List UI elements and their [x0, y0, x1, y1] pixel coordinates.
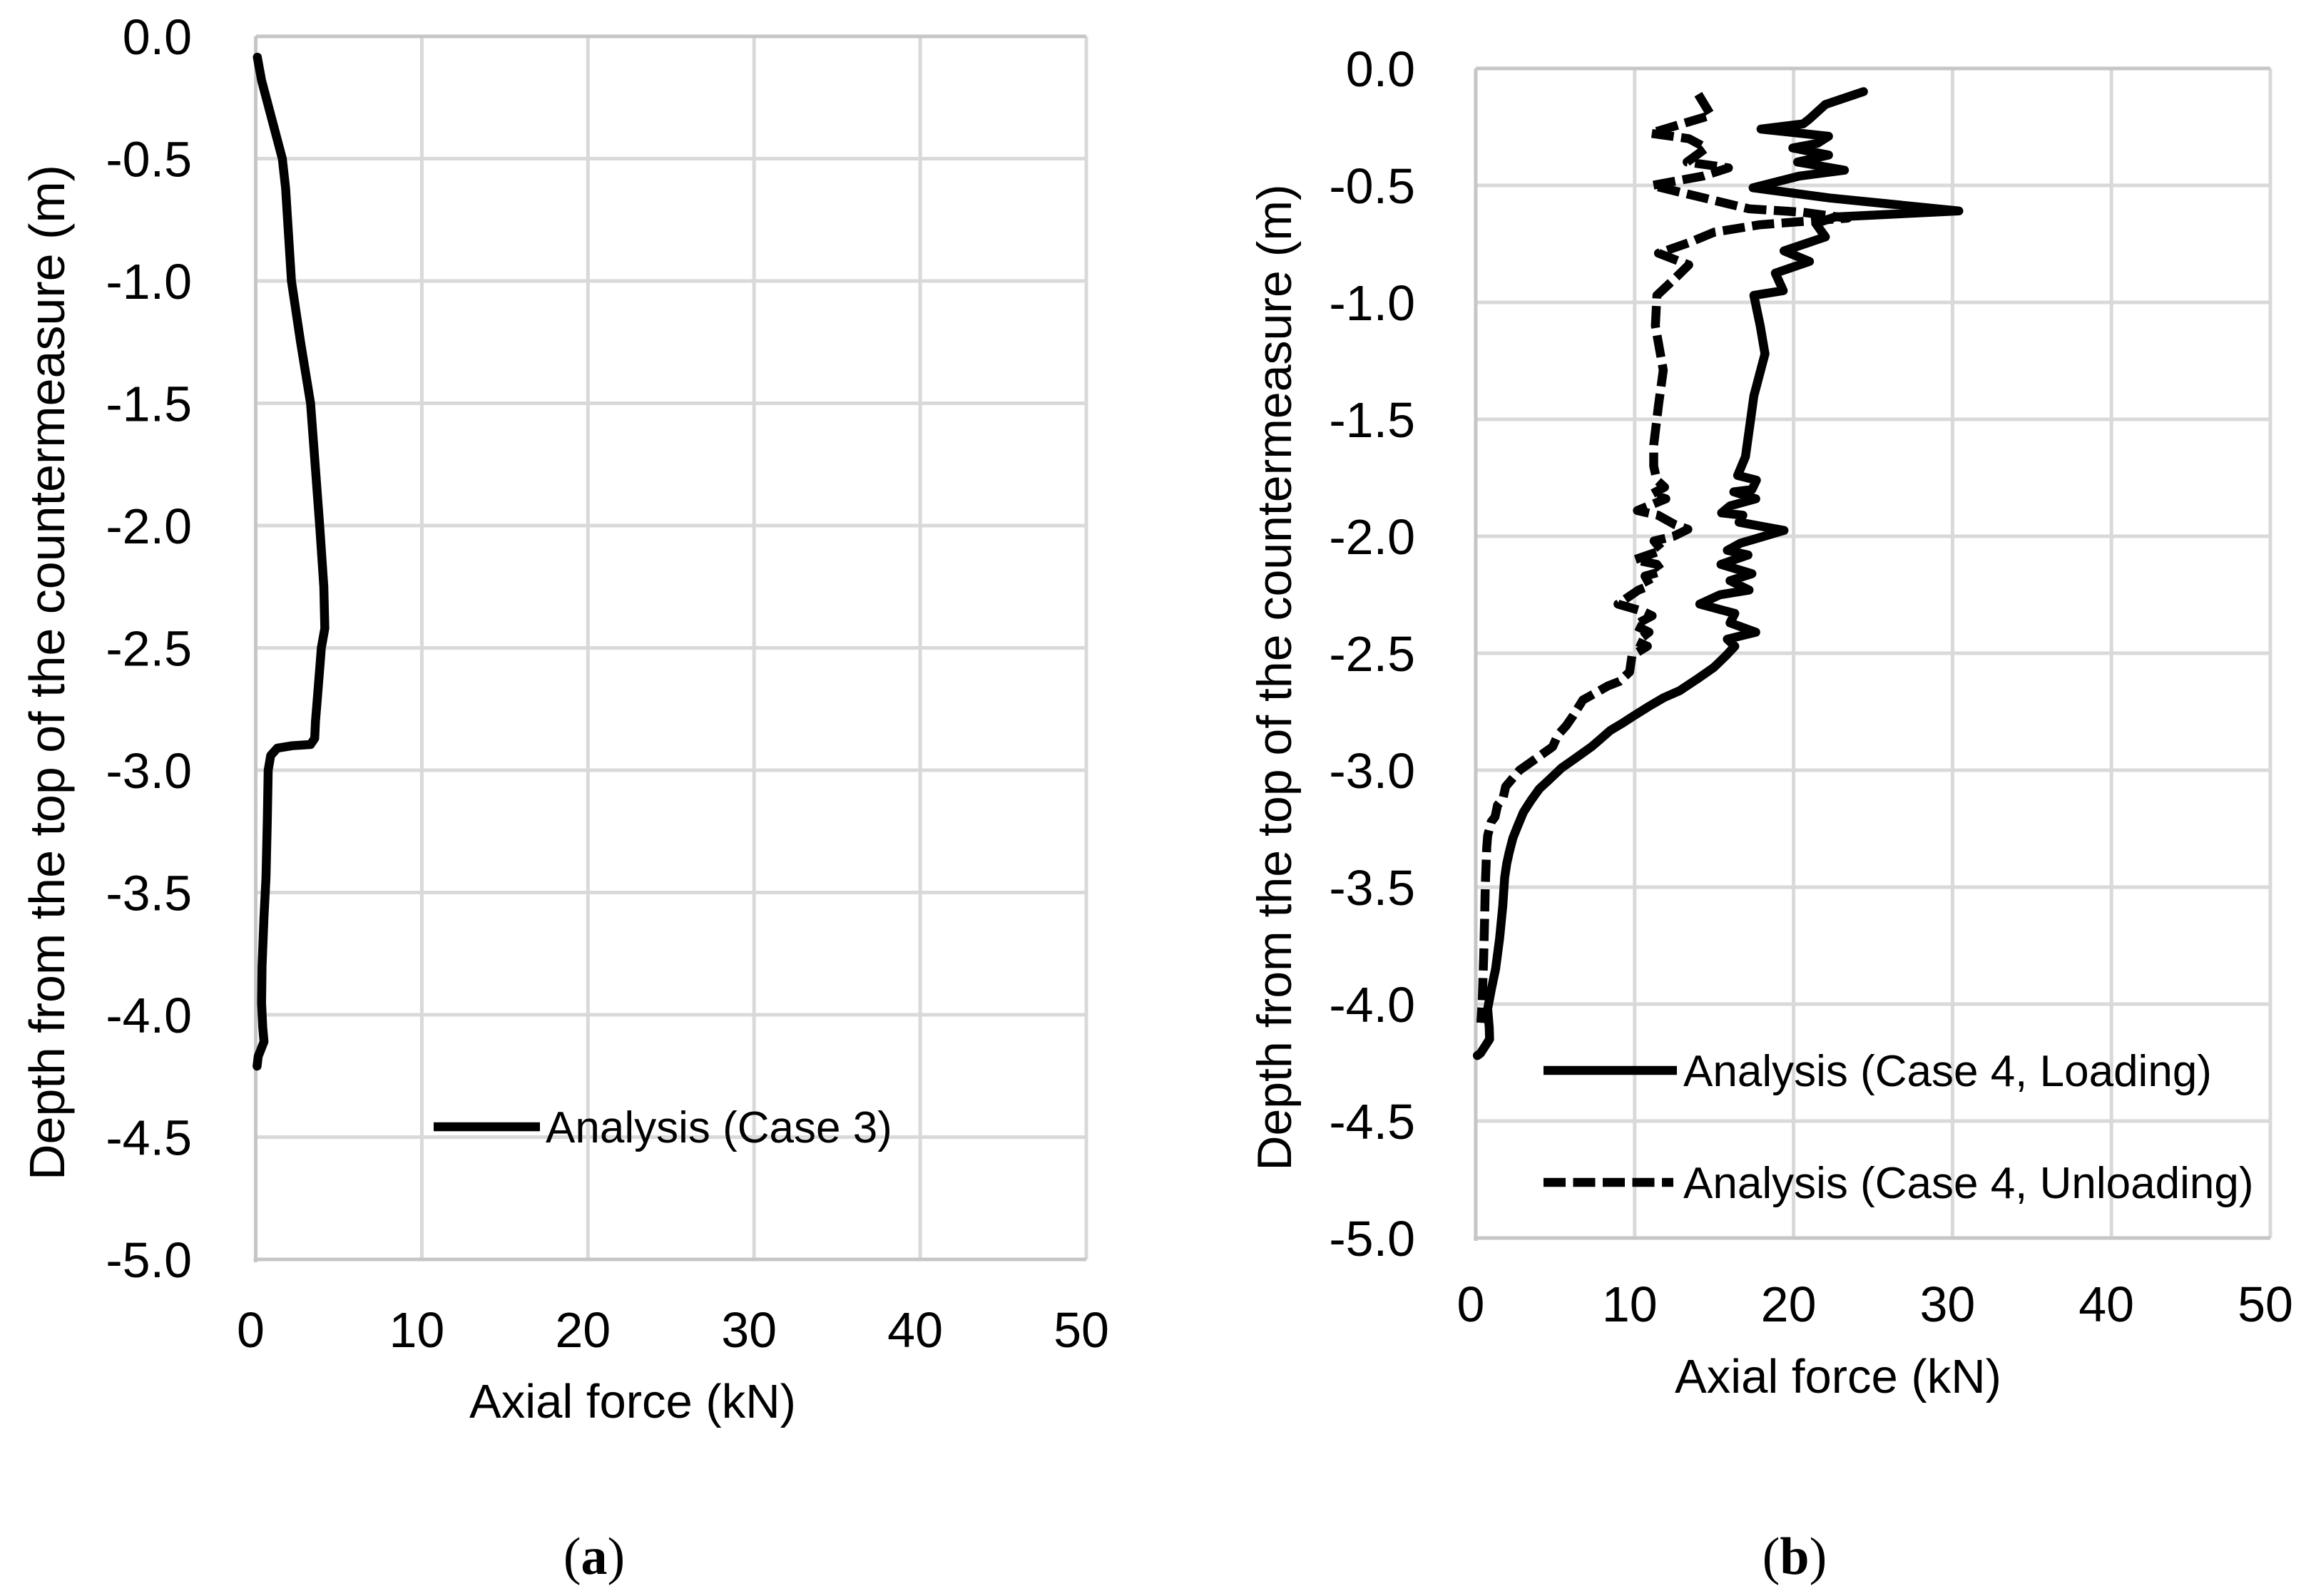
svg-text:Axial force (kN): Axial force (kN) — [1675, 1350, 2001, 1403]
svg-text:-2.5: -2.5 — [106, 620, 192, 676]
svg-text:40: 40 — [2078, 1277, 2134, 1332]
svg-text:30: 30 — [721, 1302, 777, 1358]
svg-text:50: 50 — [1053, 1302, 1109, 1358]
svg-text:-2.0: -2.0 — [106, 498, 192, 554]
svg-text:0: 0 — [237, 1302, 265, 1358]
svg-text:-0.5: -0.5 — [1329, 158, 1415, 214]
svg-text:-4.0: -4.0 — [1329, 977, 1415, 1033]
svg-text:50: 50 — [2238, 1277, 2293, 1332]
svg-text:-5.0: -5.0 — [106, 1232, 192, 1288]
svg-text:30: 30 — [1919, 1277, 1975, 1332]
svg-text:-4.5: -4.5 — [1329, 1094, 1415, 1150]
svg-text:10: 10 — [1602, 1277, 1658, 1332]
svg-text:-1.0: -1.0 — [1329, 275, 1415, 331]
svg-text:-4.5: -4.5 — [106, 1110, 192, 1165]
svg-text:-5.0: -5.0 — [1329, 1211, 1415, 1267]
svg-text:10: 10 — [389, 1302, 444, 1358]
svg-text:0.0: 0.0 — [1346, 41, 1415, 97]
svg-text:20: 20 — [555, 1302, 611, 1358]
svg-text:-1.0: -1.0 — [106, 254, 192, 310]
svg-text:Analysis (Case 4, Unloading): Analysis (Case 4, Unloading) — [1683, 1159, 2254, 1208]
svg-text:-3.5: -3.5 — [106, 865, 192, 921]
svg-text:Analysis (Case 4, Loading): Analysis (Case 4, Loading) — [1683, 1047, 2212, 1096]
svg-text:Axial force (kN): Axial force (kN) — [469, 1375, 796, 1428]
svg-text:40: 40 — [887, 1302, 943, 1358]
svg-text:-3.5: -3.5 — [1329, 860, 1415, 916]
svg-text:20: 20 — [1761, 1277, 1817, 1332]
svg-text:-2.0: -2.0 — [1329, 509, 1415, 565]
svg-text:(b): (b) — [1762, 1528, 1827, 1586]
svg-text:-0.5: -0.5 — [106, 131, 192, 187]
svg-text:-1.5: -1.5 — [1329, 392, 1415, 448]
svg-text:Depth from the top of the coun: Depth from the top of the countermeasure… — [1248, 184, 1302, 1170]
svg-text:-3.0: -3.0 — [1329, 743, 1415, 799]
svg-text:Analysis (Case 3): Analysis (Case 3) — [546, 1103, 892, 1152]
svg-text:-4.0: -4.0 — [106, 988, 192, 1043]
svg-text:0: 0 — [1457, 1277, 1485, 1332]
svg-text:(a): (a) — [563, 1528, 625, 1586]
svg-text:-3.0: -3.0 — [106, 743, 192, 799]
svg-text:0.0: 0.0 — [123, 9, 192, 65]
svg-text:Depth from the top of the coun: Depth from the top of the countermeasure… — [19, 165, 75, 1180]
svg-text:-2.5: -2.5 — [1329, 626, 1415, 682]
svg-text:-1.5: -1.5 — [106, 376, 192, 431]
